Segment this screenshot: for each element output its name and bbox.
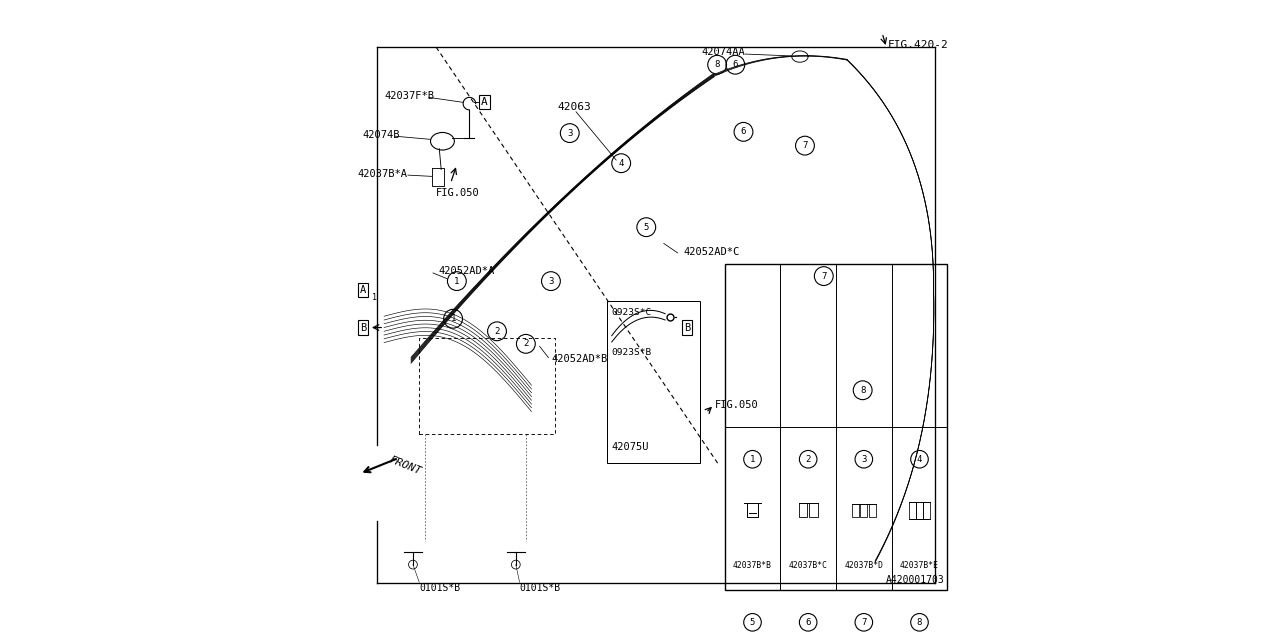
Text: 1: 1 [451, 314, 456, 323]
Text: 8: 8 [714, 60, 719, 69]
Text: 42052AD*A: 42052AD*A [438, 266, 494, 276]
Text: 1: 1 [454, 276, 460, 285]
Text: 2: 2 [805, 455, 810, 464]
Text: 1: 1 [372, 293, 378, 302]
Text: FRONT: FRONT [388, 454, 422, 476]
Text: 42052AD*B: 42052AD*B [550, 354, 607, 364]
Text: 42037B*B: 42037B*B [733, 561, 772, 570]
Text: 42052AD*C: 42052AD*C [684, 247, 740, 257]
Text: 42074B: 42074B [362, 130, 399, 140]
Text: 6: 6 [732, 60, 739, 69]
Text: 42037F*B: 42037F*B [385, 91, 435, 101]
Text: 5: 5 [750, 618, 755, 627]
Text: 8: 8 [860, 386, 865, 395]
Text: 4: 4 [916, 455, 922, 464]
Text: 42063: 42063 [557, 102, 591, 112]
Text: 7: 7 [861, 618, 867, 627]
Text: A: A [481, 97, 488, 107]
Text: 42037B*A: 42037B*A [357, 169, 407, 179]
Text: FIG.050: FIG.050 [436, 188, 480, 198]
Text: 1: 1 [750, 455, 755, 464]
Text: 2: 2 [524, 339, 529, 348]
Text: 0101S*B: 0101S*B [520, 584, 561, 593]
Text: FIG.050: FIG.050 [716, 399, 759, 410]
Text: 3: 3 [548, 276, 554, 285]
Text: B: B [360, 323, 366, 333]
Text: 42037B*E: 42037B*E [900, 561, 940, 570]
Text: 42037B*D: 42037B*D [845, 561, 883, 570]
Text: 7: 7 [820, 271, 827, 280]
Text: 4: 4 [618, 159, 623, 168]
Text: 3: 3 [861, 455, 867, 464]
Text: 0923S*C: 0923S*C [612, 308, 652, 317]
Text: 42074AA: 42074AA [701, 47, 745, 56]
Text: 42037B*C: 42037B*C [788, 561, 828, 570]
Text: 42075U: 42075U [612, 442, 649, 452]
Text: 6: 6 [805, 618, 810, 627]
Bar [607, 301, 700, 463]
Text: 2: 2 [494, 327, 499, 336]
Text: A: A [360, 285, 366, 295]
Text: 6: 6 [741, 127, 746, 136]
Text: 0923S*B: 0923S*B [612, 348, 652, 357]
Text: 5: 5 [644, 223, 649, 232]
Text: 0101S*B: 0101S*B [420, 584, 461, 593]
Text: 8: 8 [916, 618, 922, 627]
Text: 3: 3 [567, 129, 572, 138]
Text: B: B [684, 323, 690, 333]
Text: 7: 7 [803, 141, 808, 150]
Bar [724, 264, 947, 589]
Text: A420001703: A420001703 [886, 575, 945, 585]
Text: FIG.420-2: FIG.420-2 [888, 40, 948, 51]
